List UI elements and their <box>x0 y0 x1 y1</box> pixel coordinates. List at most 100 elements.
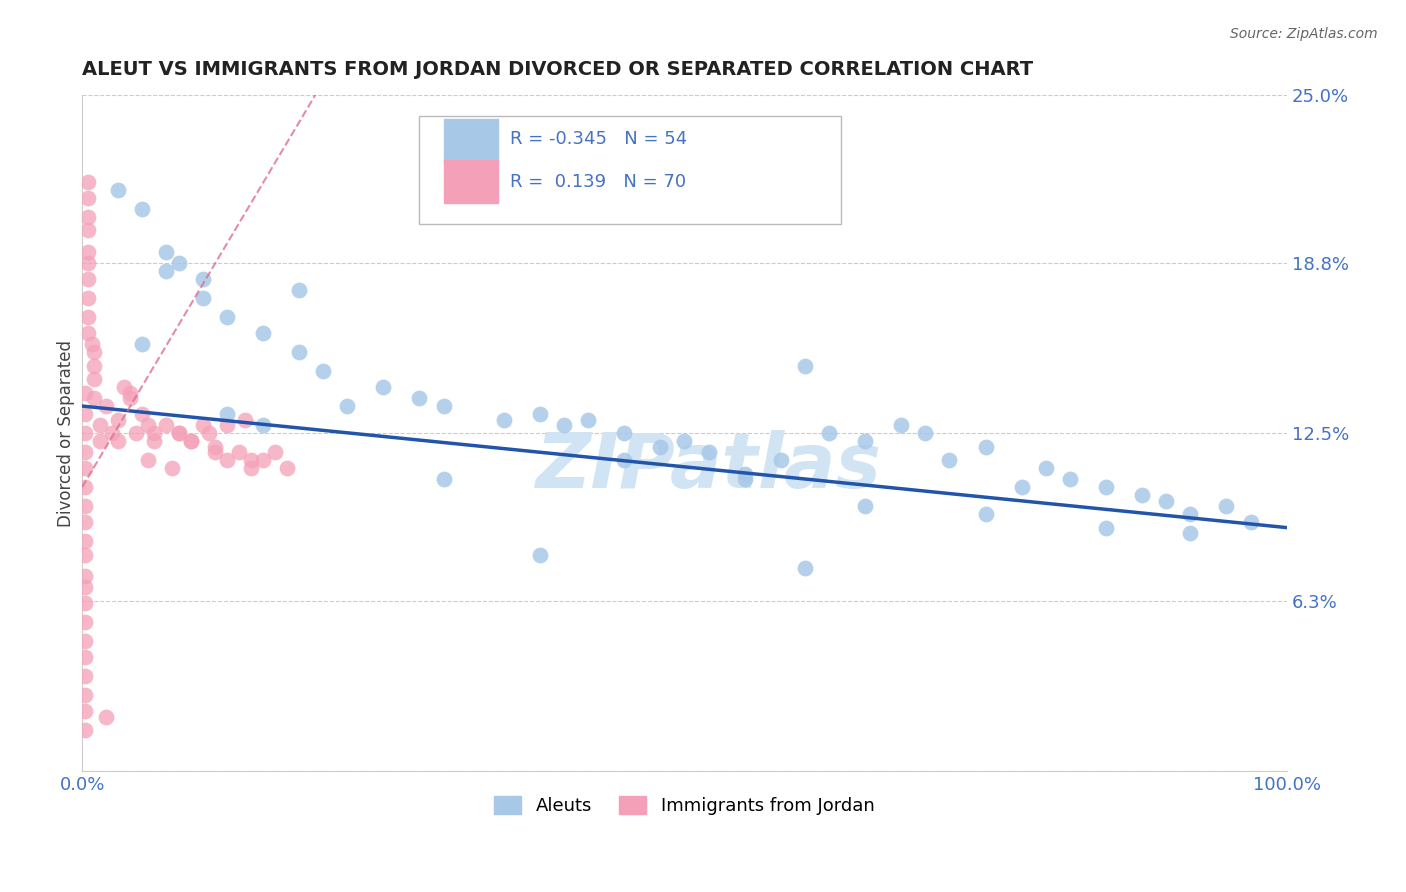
Point <box>167 425 190 440</box>
Point <box>107 434 129 449</box>
Point <box>77 210 100 224</box>
Point <box>1239 515 1261 529</box>
Point <box>73 704 96 718</box>
Point <box>73 580 96 594</box>
Point <box>215 407 238 421</box>
Point <box>77 326 100 340</box>
Point <box>167 425 190 440</box>
Point <box>228 445 250 459</box>
Point <box>373 380 395 394</box>
Bar <box>443 160 498 203</box>
Point <box>77 256 100 270</box>
Point <box>215 417 238 432</box>
Point <box>77 175 100 189</box>
Point <box>191 417 214 432</box>
Point <box>89 417 111 432</box>
Point <box>125 425 148 440</box>
Point <box>408 391 430 405</box>
Point <box>73 461 96 475</box>
Point <box>138 453 160 467</box>
Point <box>673 434 696 449</box>
Point <box>83 372 105 386</box>
Point <box>107 183 129 197</box>
Point <box>818 425 841 440</box>
Point <box>73 634 96 648</box>
Point <box>1011 480 1033 494</box>
Point <box>73 669 96 683</box>
Text: ZIPatlas: ZIPatlas <box>536 430 882 504</box>
Point <box>138 417 160 432</box>
Point <box>613 425 636 440</box>
Point <box>1180 507 1202 521</box>
Point <box>73 596 96 610</box>
Point <box>1035 461 1057 475</box>
Point <box>529 548 551 562</box>
Point <box>197 425 219 440</box>
FancyBboxPatch shape <box>419 116 841 224</box>
Point <box>96 399 118 413</box>
Point <box>914 425 936 440</box>
Point <box>162 461 184 475</box>
Point <box>853 434 876 449</box>
Point <box>101 425 124 440</box>
Text: R = -0.345   N = 54: R = -0.345 N = 54 <box>510 130 688 148</box>
Point <box>553 417 575 432</box>
Point <box>312 364 335 378</box>
Point <box>73 569 96 583</box>
Point <box>974 440 997 454</box>
Point <box>167 256 190 270</box>
Point <box>252 453 274 467</box>
Bar <box>443 119 498 163</box>
Point <box>73 650 96 665</box>
Point <box>155 245 177 260</box>
Point <box>432 399 454 413</box>
Point <box>73 480 96 494</box>
Y-axis label: Divorced or Separated: Divorced or Separated <box>58 340 75 526</box>
Point <box>1180 526 1202 541</box>
Point <box>204 445 226 459</box>
Legend: Aleuts, Immigrants from Jordan: Aleuts, Immigrants from Jordan <box>486 789 882 822</box>
Point <box>1130 488 1153 502</box>
Point <box>793 561 815 575</box>
Point <box>853 499 876 513</box>
Point <box>252 326 274 340</box>
Point <box>264 445 287 459</box>
Point <box>191 291 214 305</box>
Point <box>73 615 96 629</box>
Point <box>252 417 274 432</box>
Point <box>1095 520 1118 534</box>
Point <box>233 412 256 426</box>
Point <box>73 515 96 529</box>
Point <box>131 407 153 421</box>
Point <box>80 337 103 351</box>
Point <box>73 723 96 738</box>
Point <box>73 534 96 549</box>
Point <box>204 440 226 454</box>
Point <box>131 337 153 351</box>
Point <box>191 272 214 286</box>
Point <box>77 291 100 305</box>
Point <box>613 453 636 467</box>
Point <box>239 453 262 467</box>
Point <box>73 548 96 562</box>
Point <box>89 434 111 449</box>
Point <box>650 440 672 454</box>
Point <box>77 223 100 237</box>
Point <box>77 245 100 260</box>
Point <box>77 191 100 205</box>
Point <box>83 391 105 405</box>
Point <box>215 453 238 467</box>
Text: R =  0.139   N = 70: R = 0.139 N = 70 <box>510 173 686 191</box>
Point <box>120 385 142 400</box>
Point <box>938 453 960 467</box>
Point <box>890 417 912 432</box>
Point <box>288 283 311 297</box>
Point <box>107 412 129 426</box>
Point <box>112 380 135 394</box>
Point <box>769 453 792 467</box>
Point <box>77 272 100 286</box>
Point <box>1215 499 1237 513</box>
Point <box>697 445 720 459</box>
Point <box>336 399 359 413</box>
Point <box>180 434 202 449</box>
